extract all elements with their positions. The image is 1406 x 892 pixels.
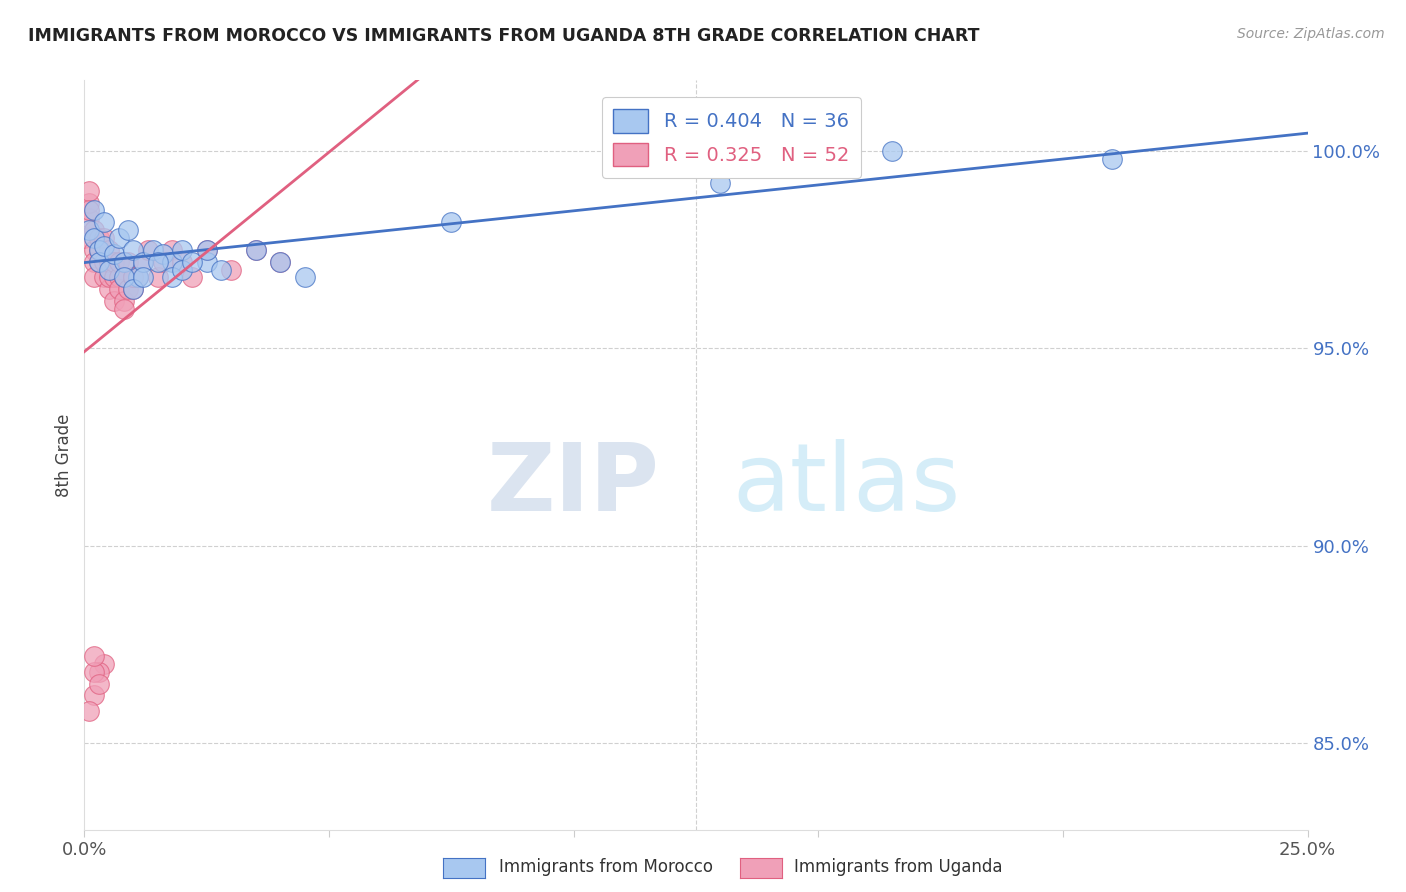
- Point: [152, 254, 174, 268]
- Point: [83, 689, 105, 703]
- Point: [245, 243, 267, 257]
- Text: Source: ZipAtlas.com: Source: ZipAtlas.com: [1237, 27, 1385, 41]
- Point: [93, 215, 115, 229]
- Point: [172, 254, 194, 268]
- Point: [440, 215, 463, 229]
- Point: [269, 254, 291, 268]
- Point: [132, 270, 155, 285]
- Legend: R = 0.404   N = 36, R = 0.325   N = 52: R = 0.404 N = 36, R = 0.325 N = 52: [602, 97, 860, 178]
- Point: [87, 676, 110, 690]
- Point: [122, 282, 145, 296]
- Point: [77, 704, 100, 718]
- Point: [93, 270, 115, 285]
- Point: [112, 294, 135, 309]
- Point: [181, 254, 204, 268]
- Point: [162, 243, 184, 257]
- Point: [107, 254, 129, 268]
- Point: [93, 657, 115, 671]
- Point: [112, 301, 135, 316]
- Point: [103, 270, 125, 285]
- Point: [219, 262, 242, 277]
- Text: atlas: atlas: [733, 439, 960, 531]
- Point: [97, 282, 120, 296]
- Point: [181, 270, 204, 285]
- Point: [117, 282, 139, 296]
- Point: [83, 203, 105, 218]
- Point: [122, 270, 145, 285]
- Point: [93, 231, 115, 245]
- Point: [136, 243, 159, 257]
- Point: [880, 145, 903, 159]
- Point: [132, 254, 155, 268]
- Point: [83, 243, 105, 257]
- Point: [83, 270, 105, 285]
- Point: [103, 254, 125, 268]
- Point: [209, 262, 232, 277]
- Point: [83, 254, 105, 268]
- Point: [87, 665, 110, 679]
- Point: [97, 262, 120, 277]
- Point: [195, 243, 218, 257]
- Point: [122, 282, 145, 296]
- Point: [709, 176, 731, 190]
- Point: [97, 270, 120, 285]
- Point: [103, 294, 125, 309]
- Point: [97, 243, 120, 257]
- Point: [87, 243, 110, 257]
- Point: [107, 270, 129, 285]
- Point: [269, 254, 291, 268]
- Text: IMMIGRANTS FROM MOROCCO VS IMMIGRANTS FROM UGANDA 8TH GRADE CORRELATION CHART: IMMIGRANTS FROM MOROCCO VS IMMIGRANTS FR…: [28, 27, 980, 45]
- Point: [245, 243, 267, 257]
- Point: [77, 211, 100, 226]
- Point: [87, 231, 110, 245]
- Point: [93, 239, 115, 253]
- Point: [112, 270, 135, 285]
- Point: [146, 270, 169, 285]
- Point: [73, 231, 96, 245]
- Point: [97, 254, 120, 268]
- Point: [122, 270, 145, 285]
- Point: [103, 247, 125, 261]
- Text: Immigrants from Uganda: Immigrants from Uganda: [794, 858, 1002, 876]
- Point: [87, 243, 110, 257]
- Point: [77, 195, 100, 210]
- Point: [77, 223, 100, 237]
- Point: [127, 270, 149, 285]
- Point: [146, 254, 169, 268]
- Point: [1101, 152, 1123, 166]
- Point: [93, 254, 115, 268]
- Point: [107, 282, 129, 296]
- Point: [195, 254, 218, 268]
- Point: [195, 243, 218, 257]
- Point: [117, 223, 139, 237]
- Point: [83, 648, 105, 663]
- Point: [162, 254, 184, 268]
- Point: [172, 243, 194, 257]
- Point: [294, 270, 316, 285]
- Text: Immigrants from Morocco: Immigrants from Morocco: [499, 858, 713, 876]
- Point: [77, 184, 100, 198]
- Point: [117, 254, 139, 268]
- Point: [127, 270, 149, 285]
- Point: [83, 665, 105, 679]
- Point: [77, 203, 100, 218]
- Point: [83, 231, 105, 245]
- Y-axis label: 8th Grade: 8th Grade: [55, 413, 73, 497]
- Point: [112, 270, 135, 285]
- Point: [112, 254, 135, 268]
- Point: [172, 262, 194, 277]
- Point: [162, 270, 184, 285]
- Point: [87, 254, 110, 268]
- Point: [83, 223, 105, 237]
- Point: [122, 243, 145, 257]
- Point: [107, 231, 129, 245]
- Point: [142, 243, 165, 257]
- Point: [152, 247, 174, 261]
- Point: [132, 254, 155, 268]
- Text: ZIP: ZIP: [486, 439, 659, 531]
- Point: [87, 254, 110, 268]
